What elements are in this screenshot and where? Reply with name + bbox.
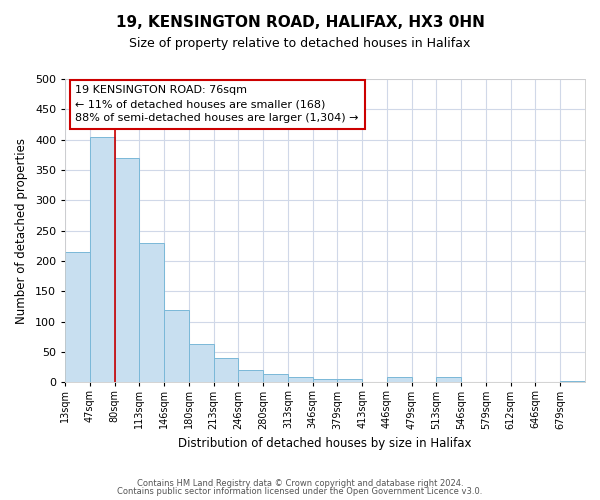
Bar bbox=[139, 243, 164, 382]
Bar bbox=[436, 378, 461, 382]
Bar bbox=[238, 370, 263, 382]
Bar bbox=[164, 310, 189, 382]
Bar bbox=[263, 374, 288, 382]
Y-axis label: Number of detached properties: Number of detached properties bbox=[15, 138, 28, 324]
Bar bbox=[189, 344, 214, 383]
Text: Contains public sector information licensed under the Open Government Licence v3: Contains public sector information licen… bbox=[118, 487, 482, 496]
Text: 19 KENSINGTON ROAD: 76sqm
← 11% of detached houses are smaller (168)
88% of semi: 19 KENSINGTON ROAD: 76sqm ← 11% of detac… bbox=[76, 85, 359, 123]
Bar bbox=[313, 380, 337, 382]
Bar bbox=[90, 136, 115, 382]
Text: Size of property relative to detached houses in Halifax: Size of property relative to detached ho… bbox=[130, 38, 470, 51]
Bar bbox=[288, 378, 313, 382]
Bar bbox=[65, 252, 90, 382]
Bar bbox=[560, 381, 585, 382]
X-axis label: Distribution of detached houses by size in Halifax: Distribution of detached houses by size … bbox=[178, 437, 472, 450]
Bar bbox=[387, 378, 412, 382]
Text: Contains HM Land Registry data © Crown copyright and database right 2024.: Contains HM Land Registry data © Crown c… bbox=[137, 478, 463, 488]
Bar bbox=[337, 380, 362, 382]
Text: 19, KENSINGTON ROAD, HALIFAX, HX3 0HN: 19, KENSINGTON ROAD, HALIFAX, HX3 0HN bbox=[116, 15, 484, 30]
Bar bbox=[214, 358, 238, 382]
Bar bbox=[115, 158, 139, 382]
